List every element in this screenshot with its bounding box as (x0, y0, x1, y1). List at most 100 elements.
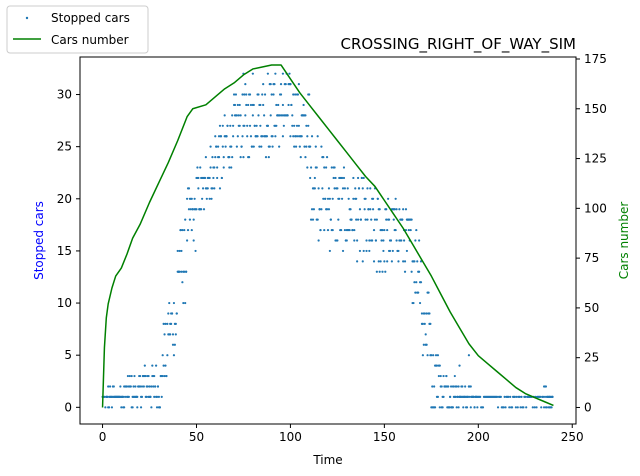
stopped-cars-point (248, 124, 252, 127)
stopped-cars-point (217, 155, 221, 159)
stopped-cars-point (298, 145, 301, 148)
stopped-cars-point (328, 197, 331, 200)
stopped-cars-point (382, 239, 385, 242)
stopped-cars-point (378, 208, 381, 211)
stopped-cars-point (263, 93, 267, 96)
stopped-cars-point (465, 406, 469, 409)
stopped-cars-point (324, 197, 327, 200)
stopped-cars-point (514, 406, 517, 409)
stopped-cars-point (317, 187, 320, 190)
stopped-cars-point (502, 406, 505, 409)
stopped-cars-point (191, 208, 194, 211)
stopped-cars-point (200, 208, 203, 211)
stopped-cars-point (441, 406, 444, 409)
stopped-cars-point (445, 374, 448, 378)
stopped-cars-point (422, 343, 425, 346)
stopped-cars-point (309, 166, 313, 169)
x-axis: 0 50 100 150 200 250 (99, 424, 584, 444)
stopped-cars-point (136, 406, 139, 409)
stopped-cars-point (242, 155, 245, 159)
x-axis-label: Time (312, 453, 342, 467)
stopped-cars-point (127, 395, 130, 398)
stopped-cars-point (275, 124, 278, 127)
stopped-cars-point (383, 260, 386, 263)
stopped-cars-point (291, 114, 294, 117)
stopped-cars-point (304, 114, 307, 117)
stopped-cars-series (101, 72, 554, 409)
stopped-cars-point (299, 155, 302, 159)
stopped-cars-point (125, 385, 129, 388)
stopped-cars-point (294, 135, 298, 138)
stopped-cars-point (216, 166, 219, 169)
stopped-cars-point (533, 406, 536, 409)
stopped-cars-point (154, 385, 157, 388)
y-right-tick-label: 150 (584, 102, 607, 116)
stopped-cars-point (307, 124, 310, 127)
stopped-cars-point (386, 260, 389, 263)
stopped-cars-point (175, 312, 178, 315)
stopped-cars-point (424, 333, 427, 336)
stopped-cars-point (425, 343, 428, 346)
stopped-cars-point (402, 208, 405, 211)
stopped-cars-point (290, 103, 293, 107)
stopped-cars-point (519, 406, 522, 409)
stopped-cars-point (244, 83, 247, 86)
stopped-cars-point (341, 187, 345, 190)
stopped-cars-point (104, 406, 107, 409)
stopped-cars-point (322, 197, 325, 200)
stopped-cars-point (247, 155, 251, 159)
y-left-tick-label: 5 (64, 348, 72, 362)
stopped-cars-point (162, 364, 165, 367)
stopped-cars-point (421, 354, 424, 357)
stopped-cars-point (186, 228, 190, 232)
stopped-cars-point (160, 395, 163, 398)
stopped-cars-point (515, 395, 518, 398)
stopped-cars-point (259, 103, 262, 107)
stopped-cars-point (458, 364, 461, 367)
stopped-cars-point (436, 354, 440, 357)
stopped-cars-point (351, 228, 354, 232)
stopped-cars-point (393, 208, 396, 211)
stopped-cars-point (192, 218, 195, 221)
stopped-cars-point (236, 103, 239, 107)
stopped-cars-point (136, 395, 139, 398)
stopped-cars-point (421, 322, 424, 326)
stopped-cars-point (433, 406, 437, 409)
stopped-cars-point (266, 72, 269, 75)
stopped-cars-point (256, 135, 259, 138)
stopped-cars-point (288, 72, 291, 75)
stopped-cars-point (171, 333, 175, 336)
stopped-cars-point (323, 166, 326, 169)
stopped-cars-point (279, 93, 283, 96)
stopped-cars-point (442, 374, 445, 378)
stopped-cars-point (325, 155, 329, 159)
y-right-tick-label: 25 (584, 351, 599, 365)
cars-number-series (101, 64, 554, 408)
stopped-cars-point (466, 395, 470, 398)
stopped-cars-point (261, 93, 264, 96)
stopped-cars-point (164, 364, 167, 367)
stopped-cars-point (331, 197, 334, 200)
stopped-cars-point (350, 218, 353, 221)
stopped-cars-point (545, 406, 548, 409)
stopped-cars-point (250, 145, 254, 148)
stopped-cars-point (216, 176, 219, 180)
stopped-cars-point (156, 385, 160, 388)
stopped-cars-point (240, 145, 243, 148)
stopped-cars-point (296, 93, 300, 96)
stopped-cars-point (323, 228, 326, 232)
stopped-cars-point (174, 322, 177, 326)
stopped-cars-point (343, 228, 347, 232)
stopped-cars-point (223, 114, 226, 117)
y-axis-left: 0 5 10 15 20 25 30 (57, 88, 80, 414)
stopped-cars-point (209, 166, 212, 169)
stopped-cars-point (184, 301, 187, 305)
stopped-cars-point (352, 176, 355, 180)
stopped-cars-point (423, 312, 426, 315)
stopped-cars-point (271, 145, 274, 148)
stopped-cars-point (312, 208, 316, 211)
stopped-cars-point (386, 228, 389, 232)
stopped-cars-point (252, 145, 255, 148)
stopped-cars-point (303, 145, 306, 148)
stopped-cars-point (221, 145, 224, 148)
